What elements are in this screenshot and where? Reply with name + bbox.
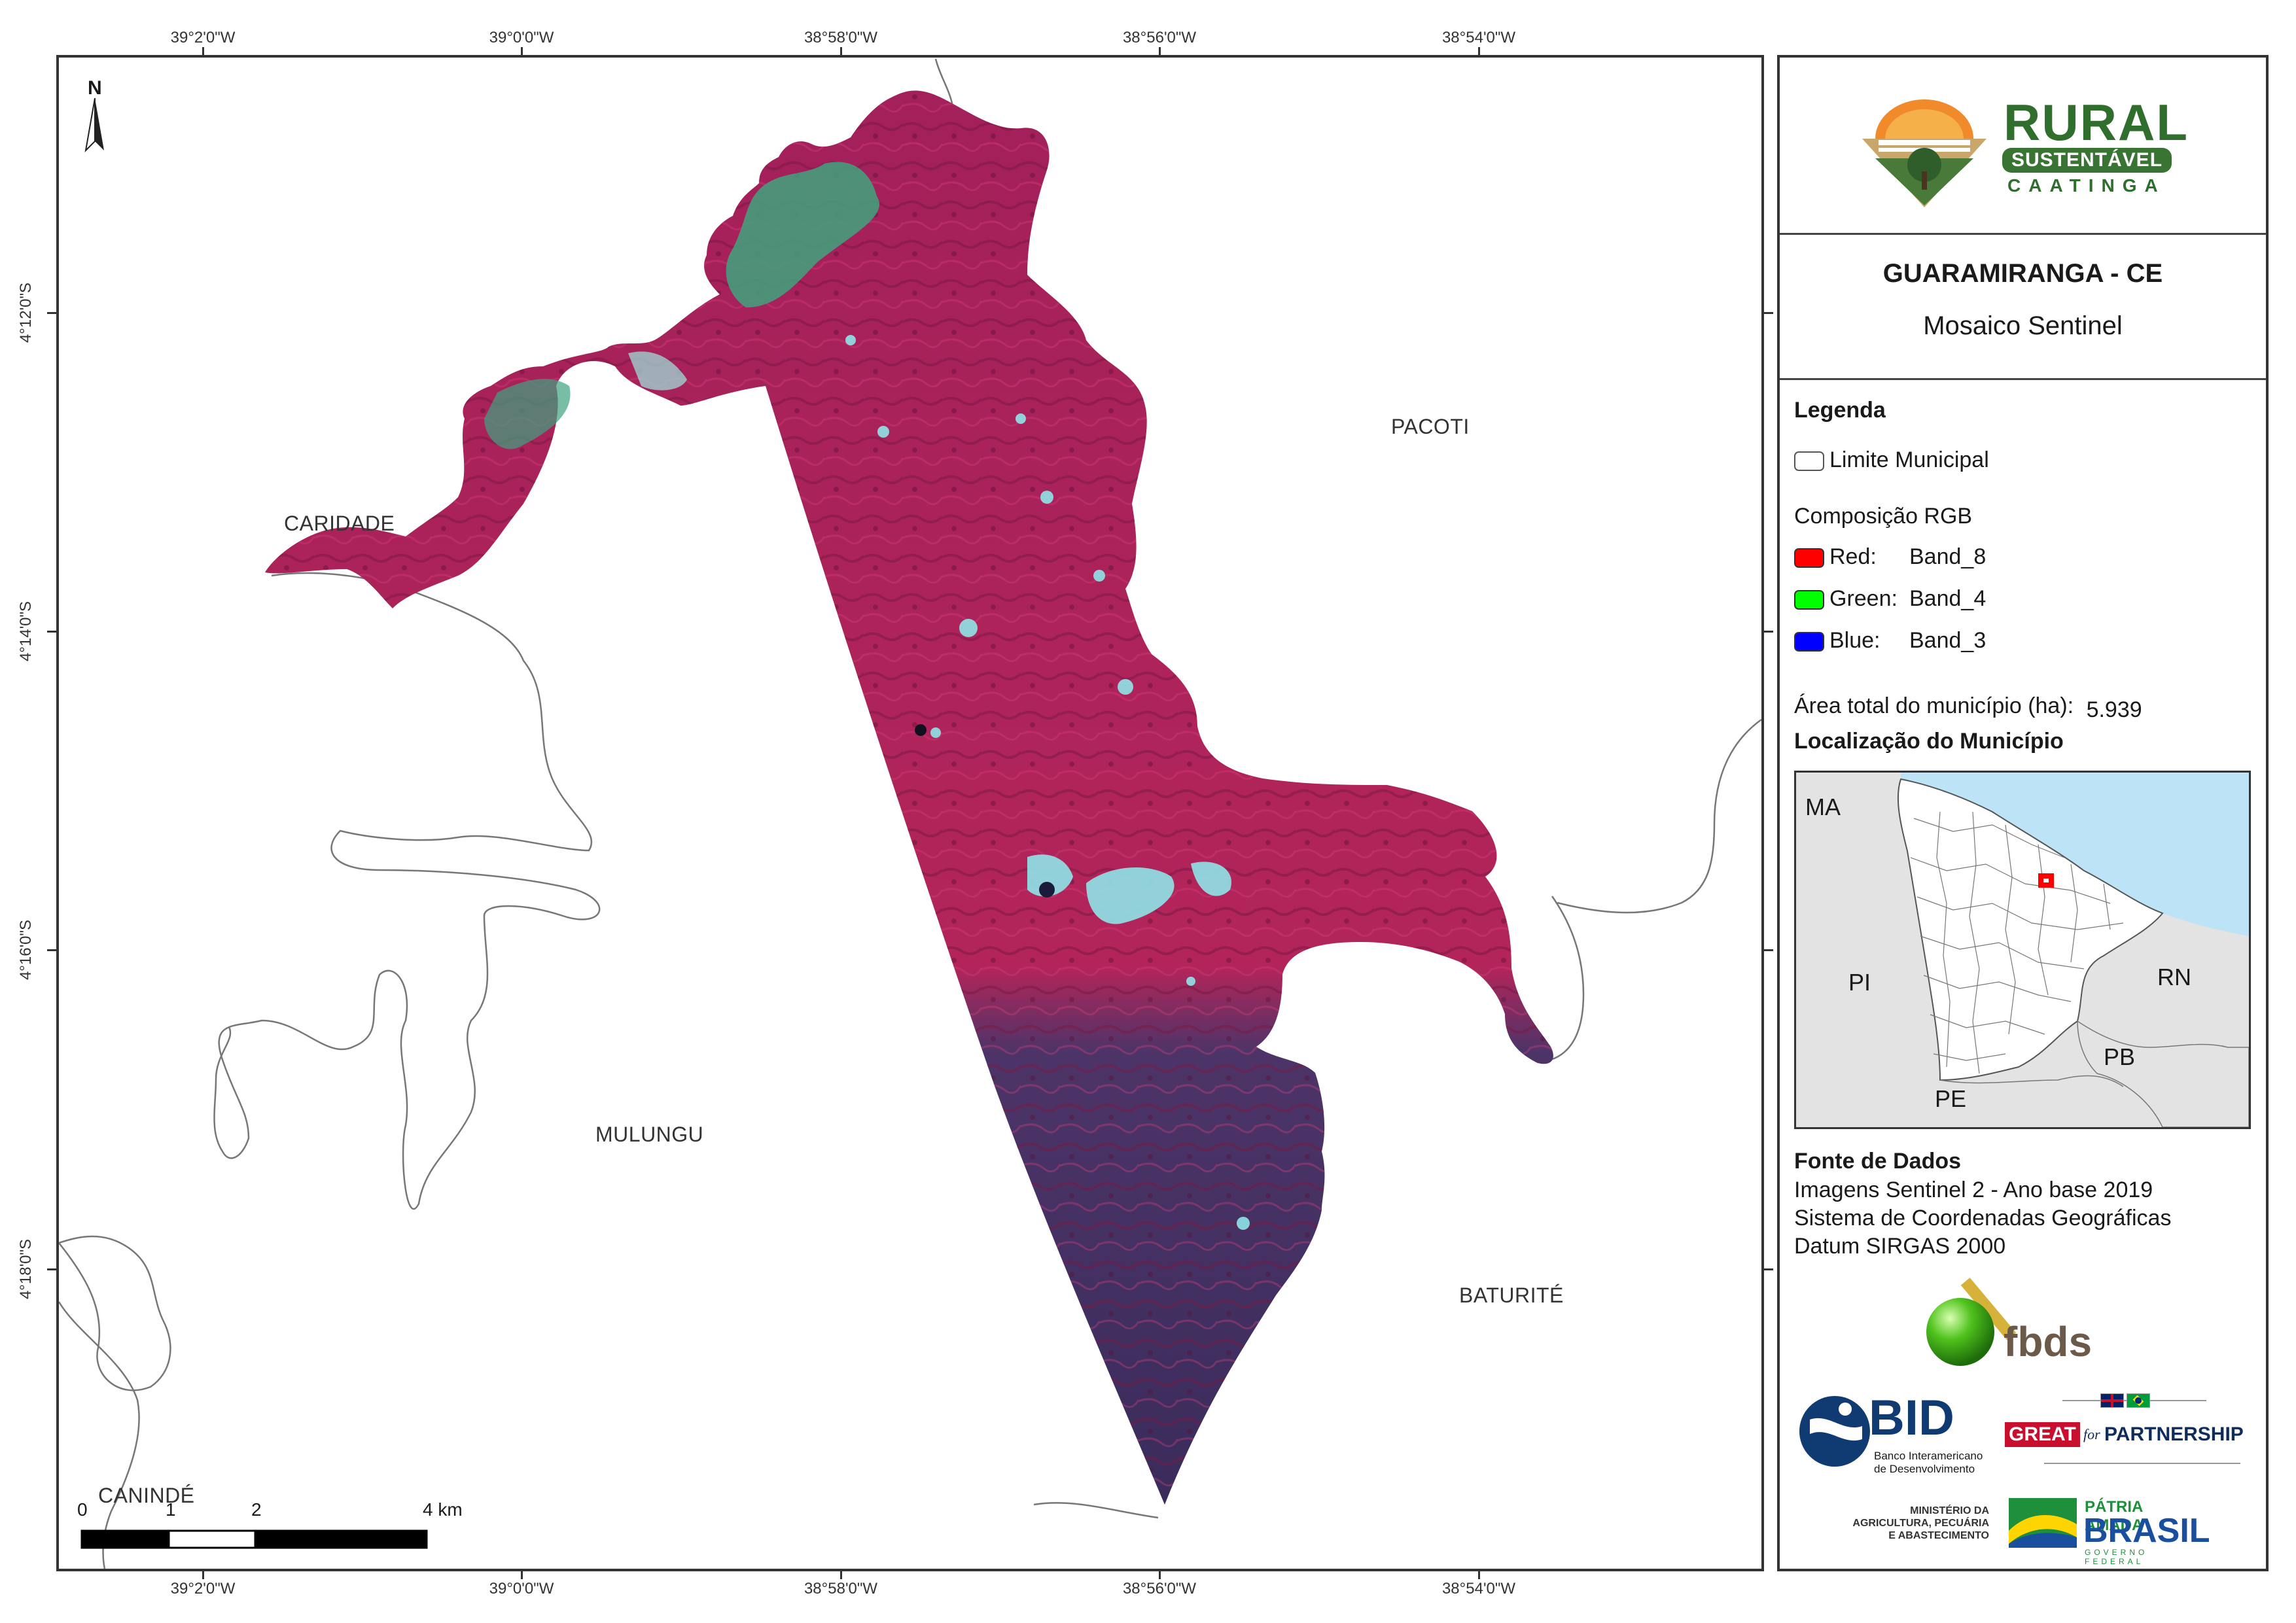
blue-swatch [1794,632,1824,652]
rural-logo-sub: SUSTENTÁVEL [2002,148,2172,173]
legend-blue-label: Blue: [1829,628,1881,653]
red-swatch [1794,548,1824,568]
fbds-logo-text: fbds [2004,1318,2093,1365]
brasil-text: BRASIL [2083,1512,2210,1550]
coord-top-5: 38°54'0"W [1441,29,1516,46]
label-caninde: CANINDÉ [98,1484,195,1507]
coord-top-4: 38°56'0"W [1122,29,1197,46]
inset-map [1796,773,2249,1127]
fbds-logo-emblem [1926,1278,2017,1366]
rural-logo-emblem [1862,99,1987,207]
legend-red-label: Red: [1829,544,1877,569]
brasil-logo: PÁTRIA AMADA BRASIL GOVERNO FEDERAL [2005,1493,2210,1566]
inset-label-rn: RN [2157,964,2191,990]
legend-limit-label: Limite Municipal [1829,447,1989,472]
ministerio-line-2: AGRICULTURA, PECUÁRIA [1852,1518,1989,1529]
rural-logo-caatinga: CAATINGA [2007,175,2166,196]
uk-flag-icon [2100,1393,2124,1408]
location-inset: MA PI RN PB PE [1794,771,2251,1129]
legend-heading: Legenda [1794,398,1886,423]
legend-green-label: Green: [1829,586,1898,611]
coord-left-3: 4°16'0"S [17,919,35,981]
north-arrow-icon [84,97,104,152]
scale-label-2: 2 [251,1499,262,1520]
partnership-text: PARTNERSHIP [2104,1423,2244,1445]
legend-blue: Blue: Band_3 [1794,628,1986,654]
label-caridade: CARIDADE [284,512,395,535]
coord-bottom-4: 38°56'0"W [1122,1580,1197,1597]
great-for-text: for [2083,1426,2100,1442]
map-subtitle: Mosaico Sentinel [1923,311,2123,340]
map-title: GUARAMIRANGA - CE [1882,259,2163,288]
coord-top-3: 38°58'0"W [804,29,878,46]
flag-divider-bottom [2044,1463,2240,1464]
rural-logo: RURAL SUSTENTÁVEL CAATINGA [1856,93,2196,211]
coord-left-2: 4°14'0"S [17,601,35,662]
ministerio-line-1: MINISTÉRIO DA [1910,1505,1989,1516]
brasil-logo-emblem [2009,1498,2077,1548]
bid-logo-text: BID [1869,1390,1954,1446]
brazil-flag-icon [2127,1393,2150,1408]
inset-label-pe: PE [1935,1085,1967,1112]
panel-separator-2 [1780,378,2266,380]
map-canvas [59,58,1761,1569]
rural-logo-title: RURAL [2004,94,2189,151]
scale-label-4km: 4 km [423,1499,463,1520]
bid-logo-sub2: de Desenvolvimento [1874,1463,1975,1475]
sources-line-1: Imagens Sentinel 2 - Ano base 2019 [1794,1178,2153,1202]
area-row: Área total do município (ha): 5.939 [1794,693,2142,722]
coord-top-1: 39°2'0"W [170,29,236,46]
sources-heading: Fonte de Dados [1794,1149,1962,1174]
bid-logo-emblem [1799,1396,1870,1467]
coord-bottom-1: 39°2'0"W [170,1580,236,1597]
patria-text: PÁTRIA AMADA [2085,1498,2144,1534]
location-heading: Localização do Município [1794,729,2064,754]
bid-logo-sub1: Banco Interamericano [1874,1450,1983,1462]
municipal-boundaries [59,58,1761,1569]
coord-bottom-5: 38°54'0"W [1441,1580,1516,1597]
coord-bottom-3: 38°58'0"W [804,1580,878,1597]
great-partnership-logo: GREAT for PARTNERSHIP [2005,1391,2253,1469]
bid-logo: BID Banco Interamericano de Desenvolvime… [1797,1389,1993,1481]
scale-label-1: 1 [166,1499,176,1520]
sources-line-2: Sistema de Coordenadas Geográficas [1794,1206,2172,1230]
coord-left-1: 4°12'0"S [17,282,35,343]
legend-limit: Limite Municipal [1794,447,1989,473]
guaramiranga-polygon [265,90,1553,1505]
coord-bottom-2: 39°0'0"W [489,1580,554,1597]
ministerio-line-3: E ABASTECIMENTO [1888,1530,1989,1541]
map-frame: N CARIDADE PACOTI MULUNGU BATURITÉ CANIN… [56,55,1764,1571]
inset-label-pb: PB [2104,1043,2136,1070]
area-value: 5.939 [2086,697,2142,722]
water-patches [845,335,1250,1230]
inset-label-pi: PI [1848,969,1871,996]
legend-blue-band: Band_3 [1909,628,1987,653]
legend-green: Green: Band_4 [1794,586,1986,612]
scale-bar [80,1529,428,1549]
great-text: GREAT [2005,1422,2080,1447]
legend-red: Red: Band_8 [1794,544,1986,570]
scale-label-0: 0 [77,1499,88,1520]
legend-rgb-heading: Composição RGB [1794,504,1973,529]
coord-left-4: 4°18'0"S [17,1238,35,1300]
label-mulungu: MULUNGU [595,1123,704,1146]
coord-top-2: 39°0'0"W [489,29,554,46]
fbds-logo: fbds [1924,1266,2094,1371]
area-label: Área total do município (ha): [1794,693,2074,718]
legend-green-band: Band_4 [1909,586,1987,611]
label-baturite: BATURITÉ [1459,1283,1564,1307]
legend-red-band: Band_8 [1909,544,1987,569]
limit-swatch [1794,451,1824,472]
green-swatch [1794,590,1824,610]
governo-text: GOVERNO FEDERAL [2085,1548,2148,1566]
label-pacoti: PACOTI [1391,415,1470,438]
sources-line-3: Datum SIRGAS 2000 [1794,1234,2006,1259]
north-label: N [88,77,102,99]
ministerio-text: MINISTÉRIO DA AGRICULTURA, PECUÁRIA E AB… [1832,1505,1989,1542]
inset-label-ma: MA [1805,794,1841,820]
panel-separator-1 [1780,233,2266,235]
